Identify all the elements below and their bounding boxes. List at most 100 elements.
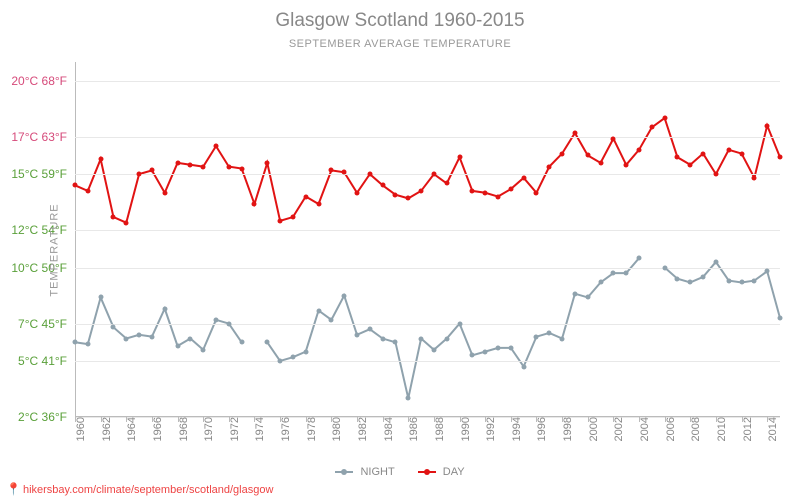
x-tick-label: 1960 (71, 417, 87, 441)
x-tick-label: 1982 (353, 417, 369, 441)
data-point (239, 166, 244, 171)
data-point (701, 151, 706, 156)
legend-swatch-night (335, 471, 353, 473)
gridline (75, 361, 780, 362)
data-point (201, 164, 206, 169)
data-point (649, 125, 654, 130)
data-point (739, 280, 744, 285)
data-point (162, 190, 167, 195)
series-line-segment (267, 258, 639, 398)
data-point (303, 194, 308, 199)
y-tick-label: 2°C 36°F (18, 410, 75, 424)
data-point (431, 347, 436, 352)
day-series-line (75, 118, 780, 223)
data-point (380, 183, 385, 188)
data-point (778, 315, 783, 320)
data-point (585, 153, 590, 158)
data-point (739, 151, 744, 156)
data-point (419, 188, 424, 193)
x-tick-label: 1986 (404, 417, 420, 441)
data-point (637, 147, 642, 152)
gridline (75, 268, 780, 269)
data-point (726, 147, 731, 152)
data-point (585, 295, 590, 300)
data-point (85, 188, 90, 193)
data-point (675, 155, 680, 160)
y-tick-label: 15°C 59°F (11, 167, 75, 181)
data-point (73, 183, 78, 188)
x-tick-label: 2002 (609, 417, 625, 441)
x-tick-label: 2012 (738, 417, 754, 441)
gridline (75, 174, 780, 175)
data-point (188, 336, 193, 341)
data-point (367, 327, 372, 332)
data-point (393, 340, 398, 345)
chart-plot-area: 2°C 36°F5°C 41°F7°C 45°F10°C 50°F12°C 54… (75, 62, 780, 417)
data-point (162, 306, 167, 311)
data-point (765, 269, 770, 274)
data-point (380, 336, 385, 341)
data-point (98, 295, 103, 300)
x-tick-label: 1966 (148, 417, 164, 441)
data-point (278, 218, 283, 223)
data-point (226, 164, 231, 169)
data-point (778, 155, 783, 160)
gridline (75, 230, 780, 231)
data-point (688, 162, 693, 167)
data-point (624, 271, 629, 276)
data-point (252, 202, 257, 207)
data-point (406, 196, 411, 201)
data-point (547, 330, 552, 335)
legend: NIGHT DAY (0, 466, 800, 478)
source-text: hikersbay.com/climate/september/scotland… (23, 484, 273, 496)
data-point (290, 215, 295, 220)
gridline (75, 324, 780, 325)
data-point (470, 353, 475, 358)
data-point (496, 345, 501, 350)
data-point (662, 265, 667, 270)
data-point (483, 349, 488, 354)
data-point (688, 280, 693, 285)
data-point (457, 321, 462, 326)
data-point (726, 278, 731, 283)
data-point (444, 336, 449, 341)
y-axis-label: TEMPERATURE (49, 203, 61, 296)
legend-label-day: DAY (443, 466, 465, 478)
legend-swatch-day (418, 471, 436, 473)
data-point (355, 332, 360, 337)
gridline (75, 81, 780, 82)
data-point (265, 340, 270, 345)
data-point (701, 274, 706, 279)
data-point (457, 155, 462, 160)
data-point (560, 151, 565, 156)
data-point (675, 276, 680, 281)
data-point (508, 187, 513, 192)
y-tick-label: 12°C 54°F (11, 223, 75, 237)
data-point (175, 160, 180, 165)
x-tick-label: 1990 (456, 417, 472, 441)
legend-item-night: NIGHT (335, 466, 394, 478)
data-point (329, 317, 334, 322)
y-tick-label: 7°C 45°F (18, 317, 75, 331)
data-point (111, 325, 116, 330)
source-url: 📍hikersbay.com/climate/september/scotlan… (6, 482, 273, 496)
x-tick-label: 1968 (174, 417, 190, 441)
data-point (534, 334, 539, 339)
data-point (278, 358, 283, 363)
x-tick-label: 1974 (250, 417, 266, 441)
x-tick-label: 1992 (481, 417, 497, 441)
data-point (406, 396, 411, 401)
data-point (367, 172, 372, 177)
data-point (393, 192, 398, 197)
data-point (521, 364, 526, 369)
x-tick-label: 1988 (430, 417, 446, 441)
data-point (73, 340, 78, 345)
legend-item-day: DAY (418, 466, 465, 478)
data-point (572, 131, 577, 136)
data-point (431, 172, 436, 177)
y-tick-label: 20°C 68°F (11, 74, 75, 88)
data-point (444, 181, 449, 186)
data-point (624, 162, 629, 167)
data-point (329, 168, 334, 173)
data-point (124, 336, 129, 341)
